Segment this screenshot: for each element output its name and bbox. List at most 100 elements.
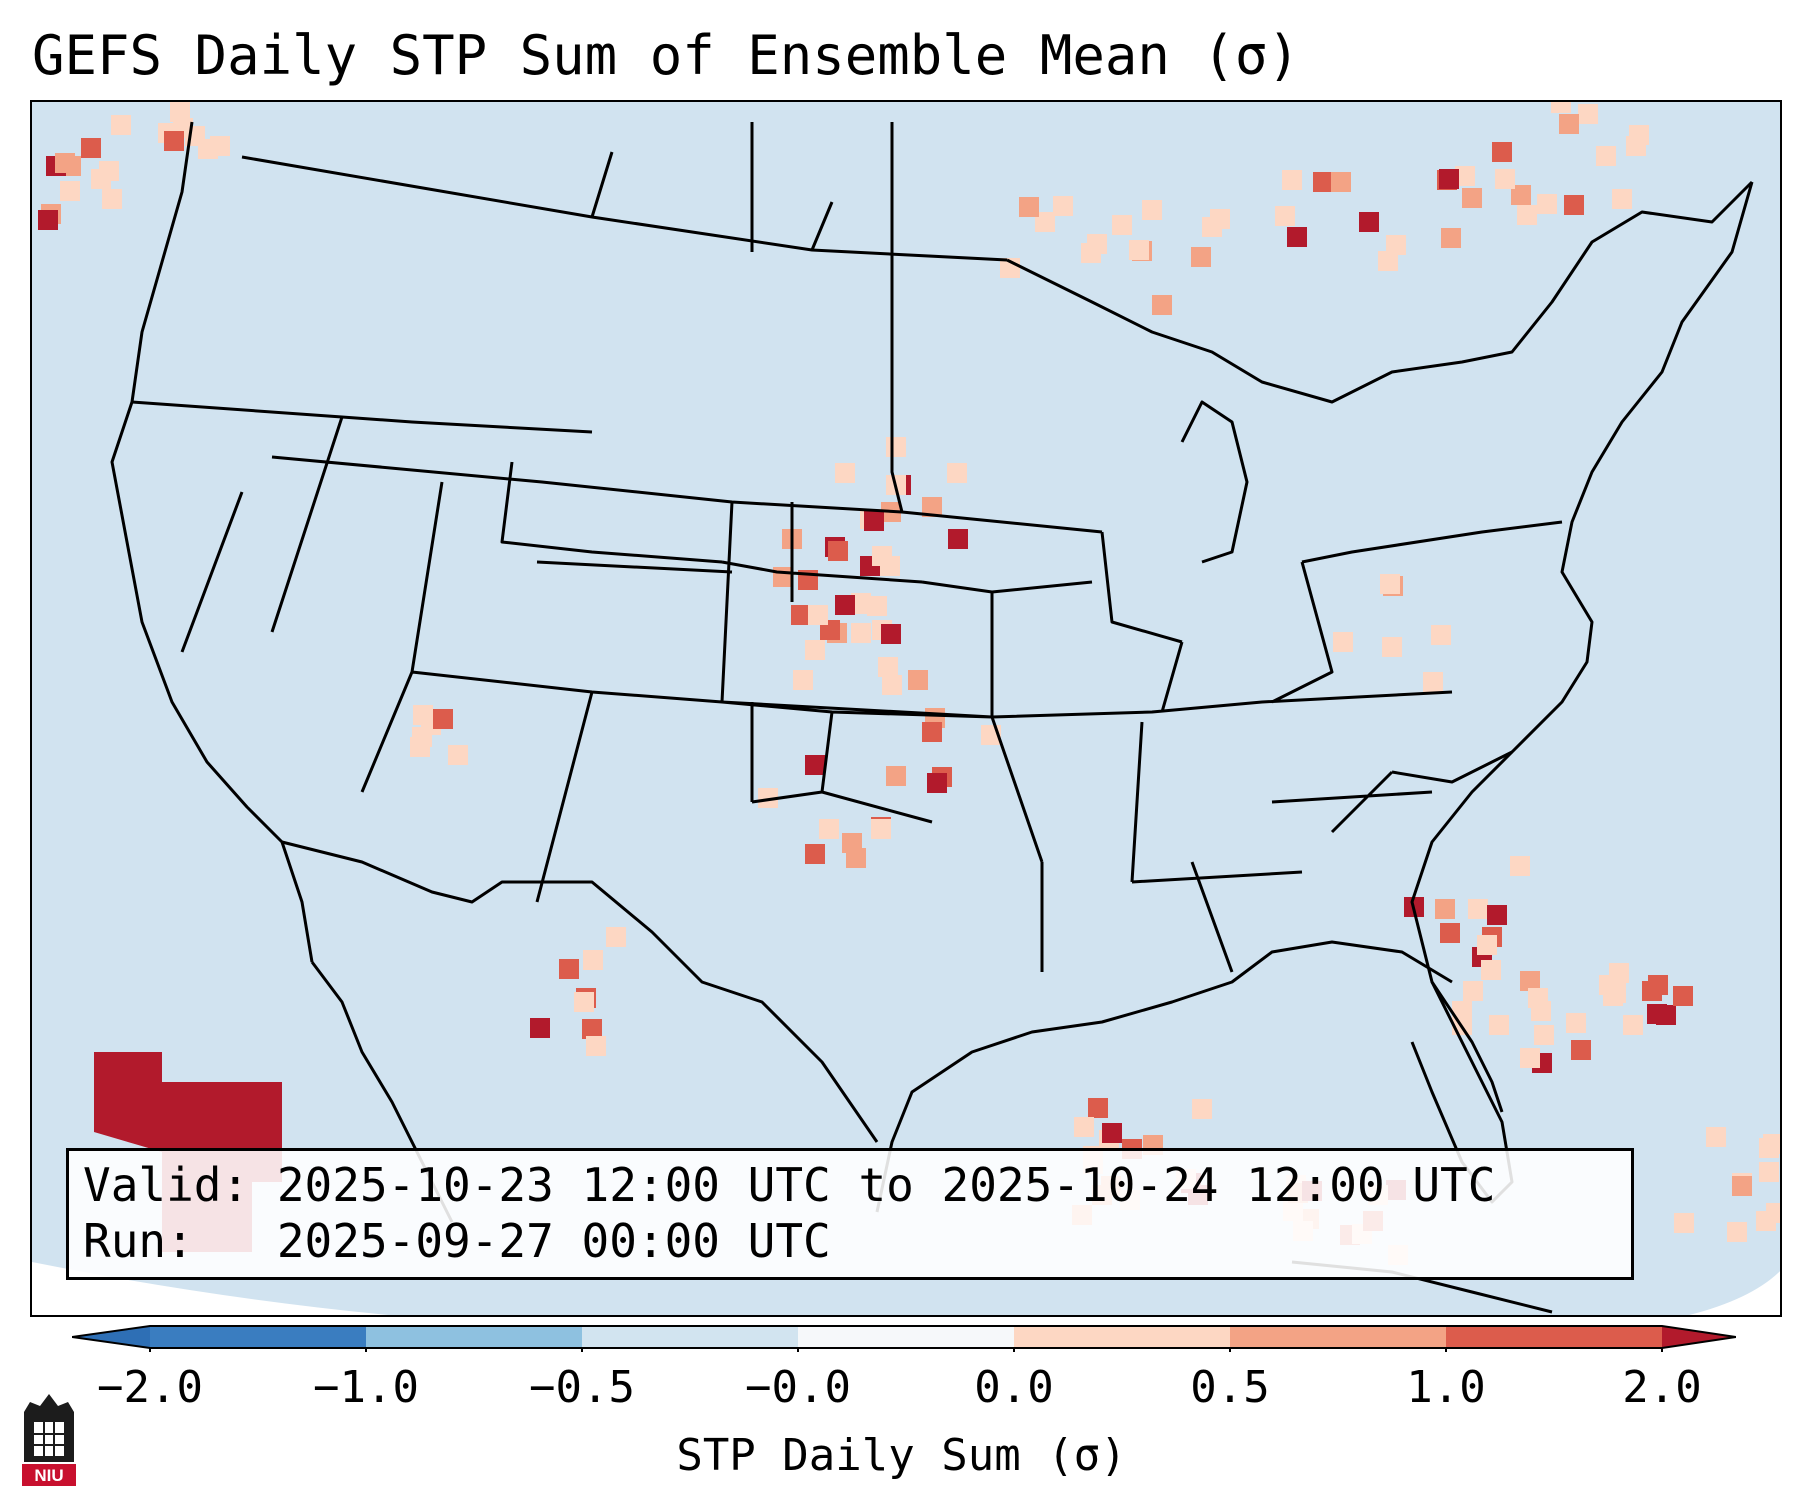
anomaly-cell [448,745,468,765]
colorbar-segment-3 [582,1326,798,1348]
anomaly-cell [1380,574,1400,594]
anomaly-cell [1382,637,1402,657]
anomaly-cell [758,788,778,808]
canada-border-west [241,155,1008,262]
anomaly-cell [81,138,101,158]
anomaly-cell [99,161,119,181]
anomaly-cell [1609,963,1629,983]
anomaly-cell [1756,1211,1776,1231]
anomaly-cell [1463,981,1483,1001]
anomaly-cell [1313,172,1333,192]
anomaly-cell [60,181,80,201]
anomaly-cell [922,722,942,742]
anomaly-cell [1074,1117,1094,1137]
anomaly-cell [586,1036,606,1056]
anomaly-cell [1112,215,1132,235]
anomaly-cell [170,102,190,122]
anomaly-cell [805,755,825,775]
us-mexico-border [281,840,879,1143]
anomaly-cell [1210,209,1230,229]
anomaly-cell [1489,1015,1509,1035]
anomaly-cell [805,844,825,864]
anomaly-cell [1081,243,1101,263]
colorbar-tick: −0.0 [745,1362,851,1413]
anomaly-cell [1455,166,1475,186]
colorbar-label: STP Daily Sum (σ) [676,1430,1127,1481]
colorbar-segment-5 [1014,1326,1230,1348]
anomaly-cell [102,189,122,209]
anomaly-cell [1510,856,1530,876]
anomaly-cell [1440,923,1460,943]
anomaly-cell [1142,200,1162,220]
anomaly-cell [1623,1015,1643,1035]
anomaly-cell [908,670,928,690]
anomaly-cell [583,950,603,970]
anomaly-cell [1511,185,1531,205]
map-title: GEFS Daily STP Sum of Ensemble Mean (σ) [32,24,1300,87]
anomaly-cell [867,596,887,616]
anomaly-cell [835,595,855,615]
anomaly-cell [1612,189,1632,209]
anomaly-cell [851,623,871,643]
anomaly-cell [606,927,626,947]
anomaly-cell [1423,672,1443,692]
anomaly-cell [851,594,871,614]
anomaly-cell [1629,125,1649,145]
anomaly-cell [1331,172,1351,192]
gulf-coast [875,940,1453,1213]
anomaly-cell [773,567,793,587]
run-time-line: Run: 2025-09-27 00:00 UTC [83,1214,831,1268]
colorbar-tick: 1.0 [1406,1362,1486,1413]
colorbar-tick: −2.0 [97,1362,203,1413]
us-west-coast [110,121,314,963]
anomaly-cell [559,959,579,979]
anomaly-cell [886,437,906,457]
anomaly-cell [1102,1123,1122,1143]
anomaly-cell [1732,1176,1752,1196]
anomaly-cell [1468,899,1488,919]
anomaly-cell [927,773,947,793]
svg-text:NIU: NIU [34,1466,63,1485]
anomaly-cell [835,463,855,483]
anomaly-cell [164,131,184,151]
colorbar-segment-4 [798,1326,1014,1348]
anomaly-cell [530,1018,550,1038]
anomaly-cell [1571,1040,1591,1060]
colorbar [72,1325,1736,1352]
anomaly-cell [1673,986,1693,1006]
anomaly-cell [433,709,453,729]
anomaly-cell [1275,206,1295,226]
map-panel [30,100,1782,1317]
anomaly-cell [1492,142,1512,162]
colorbar-tick: −1.0 [313,1362,419,1413]
anomaly-cell [819,819,839,839]
map-canvas [32,102,1780,1315]
anomaly-cell [1431,625,1451,645]
anomaly-cell [1763,1134,1780,1154]
colorbar-segment-7 [1446,1326,1662,1348]
anomaly-cell [1596,146,1616,166]
anomaly-cell [872,546,892,566]
anomaly-cell [1520,1048,1540,1068]
anomaly-cell [1566,1013,1586,1033]
anomaly-cell [842,833,862,853]
anomaly-cell [805,640,825,660]
anomaly-cell [1528,988,1548,1008]
anomaly-cell [1706,1127,1726,1147]
anomaly-cell [1648,975,1668,995]
valid-time-line: Valid: 2025-10-23 12:00 UTC to 2025-10-2… [83,1158,1496,1212]
anomaly-cell [791,605,811,625]
validity-annotation: Valid: 2025-10-23 12:00 UTC to 2025-10-2… [66,1148,1634,1280]
anomaly-cell [922,497,942,517]
anomaly-cell [1759,1162,1779,1182]
anomaly-cell [1520,971,1540,991]
anomaly-cell [1192,1099,1212,1119]
anomaly-cell [1287,227,1307,247]
anomaly-cell [886,766,906,786]
anomaly-cell [1727,1222,1747,1242]
colorbar-segment-2 [366,1326,582,1348]
anomaly-cell [1035,212,1055,232]
anomaly-cell [412,727,432,747]
anomaly-cell [111,115,131,135]
anomaly-cell [1386,235,1406,255]
